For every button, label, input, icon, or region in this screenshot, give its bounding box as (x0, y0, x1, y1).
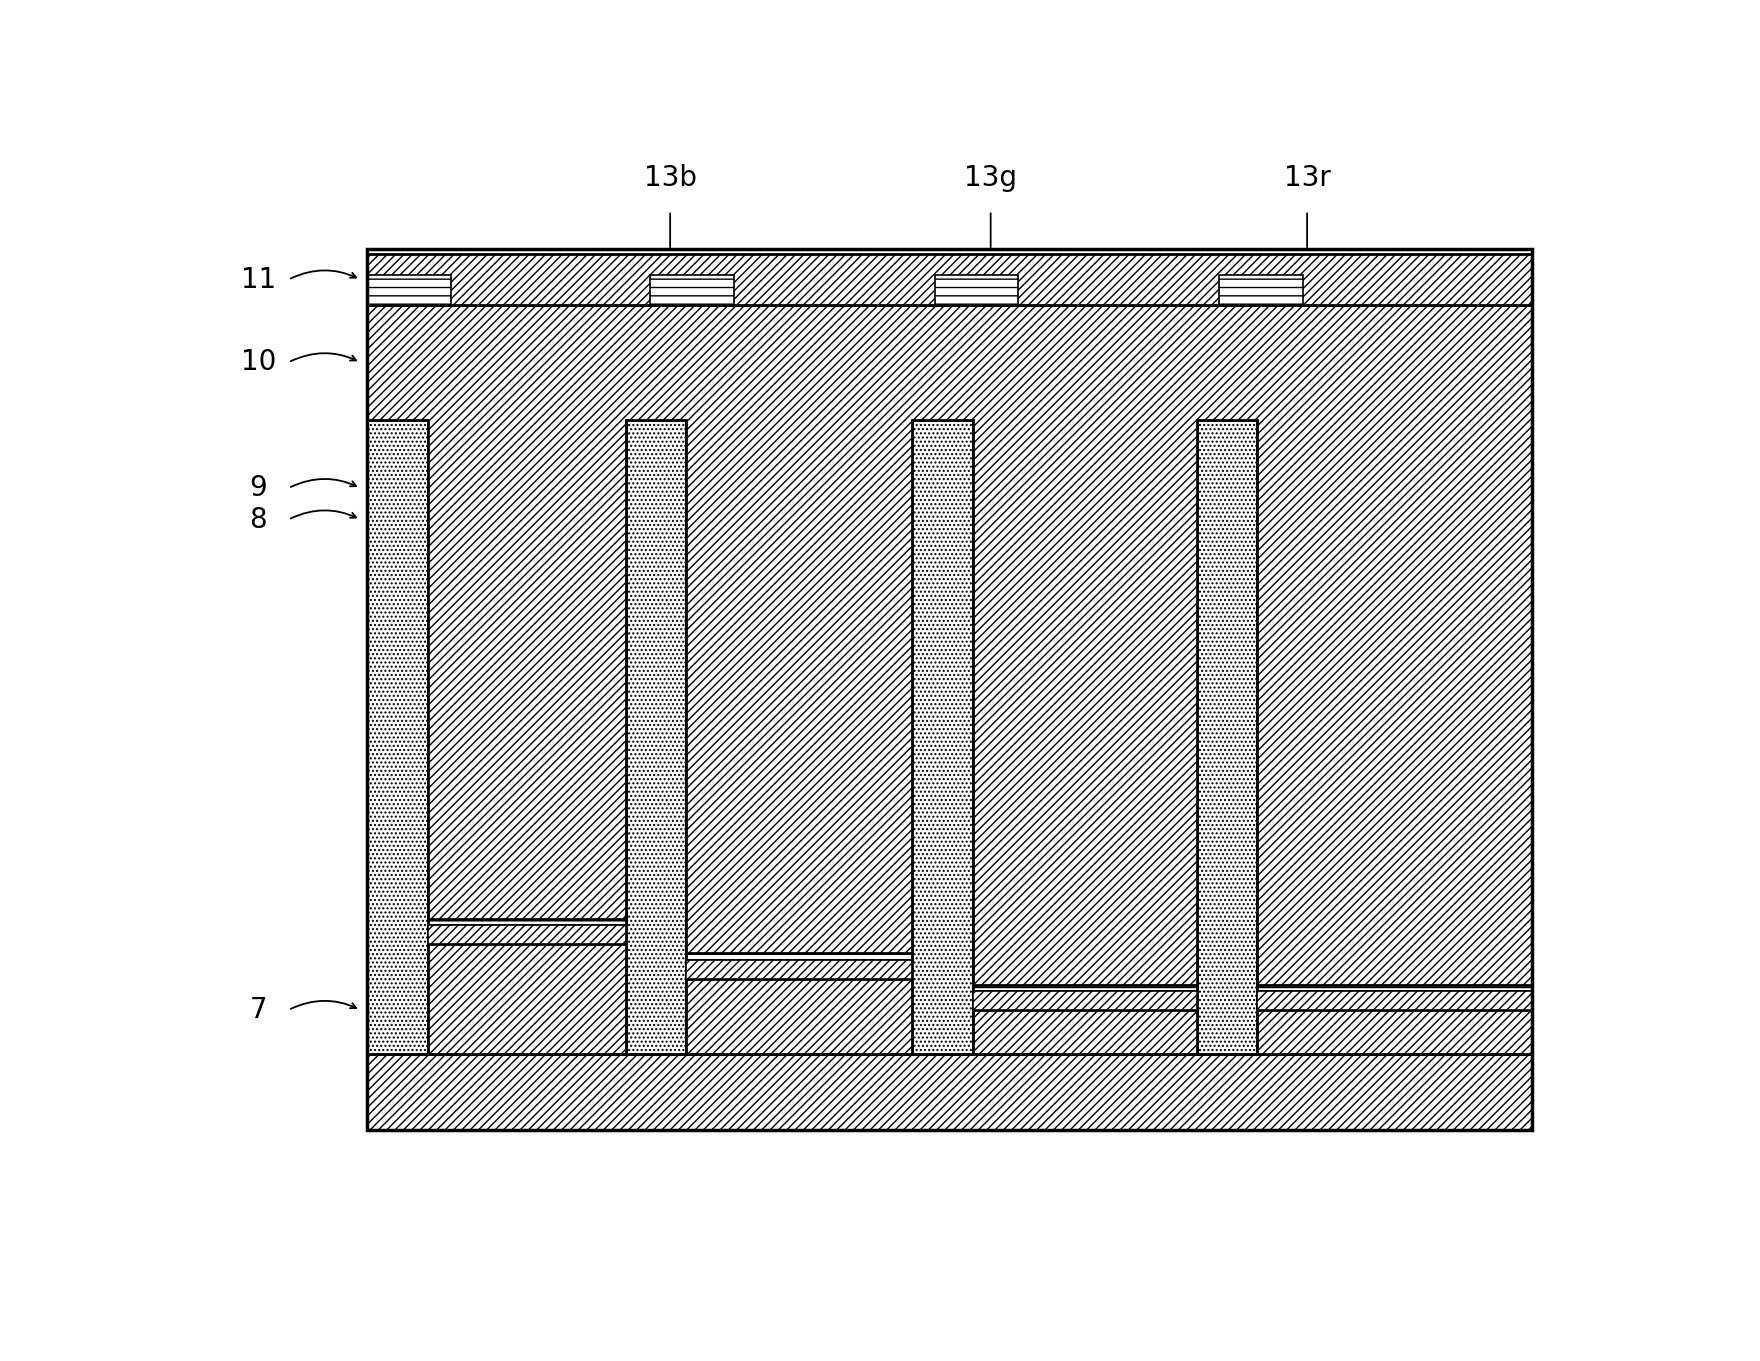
Bar (686, 960, 912, 979)
Bar (973, 421, 1197, 991)
Bar (368, 421, 428, 1055)
Bar (973, 1010, 1197, 1055)
Text: 7: 7 (250, 996, 268, 1023)
Text: 13b: 13b (644, 163, 697, 192)
Bar (1257, 421, 1533, 991)
Bar (1257, 1010, 1533, 1055)
Bar (368, 1055, 1533, 1130)
Bar (686, 979, 912, 1055)
Text: 13g: 13g (964, 163, 1017, 192)
Bar (428, 945, 627, 1055)
Text: 13r: 13r (1283, 163, 1331, 192)
Bar (368, 255, 1533, 305)
Text: 10: 10 (241, 348, 276, 377)
Text: 8: 8 (250, 506, 268, 534)
Bar (935, 275, 1019, 305)
Text: 9: 9 (250, 474, 268, 502)
Bar (627, 421, 686, 1055)
Bar (651, 275, 734, 305)
Bar (428, 421, 627, 925)
Bar (368, 249, 1533, 1130)
Bar (973, 991, 1197, 1010)
Bar (428, 925, 627, 945)
Polygon shape (368, 305, 1533, 985)
Bar (1220, 275, 1302, 305)
Bar (686, 421, 912, 960)
Bar (1257, 991, 1533, 1010)
Bar (1197, 421, 1257, 1055)
Bar (368, 275, 451, 305)
Bar (912, 421, 973, 1055)
Text: 11: 11 (241, 265, 276, 294)
